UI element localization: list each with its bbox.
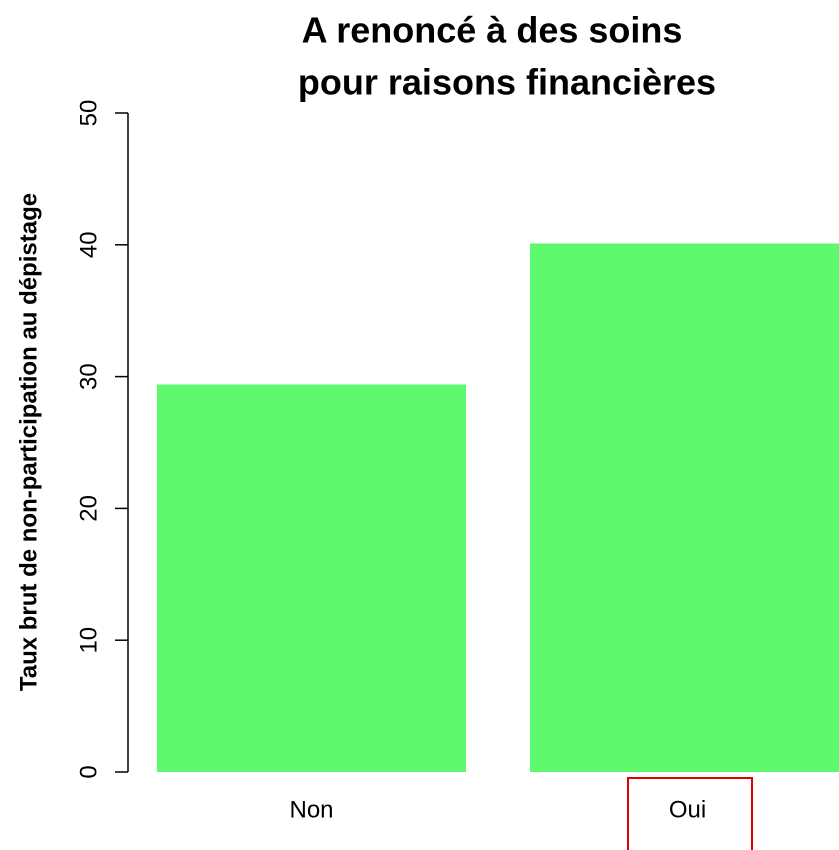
chart-title: pour raisons financières [298,62,716,103]
y-axis-label: Taux brut de non-participation au dépist… [15,193,42,691]
y-tick-label: 50 [75,100,102,127]
y-tick-label: 20 [75,495,102,522]
y-tick-label: 40 [75,231,102,258]
bar [157,384,466,772]
bar [530,243,839,772]
highlight-box [627,777,753,850]
x-tick-label: Oui [669,796,706,823]
y-tick-label: 10 [75,627,102,654]
y-tick-label: 30 [75,363,102,390]
chart-title: A renoncé à des soins [302,10,683,51]
y-tick-label: 0 [75,765,102,778]
x-tick-label: Non [289,796,333,823]
